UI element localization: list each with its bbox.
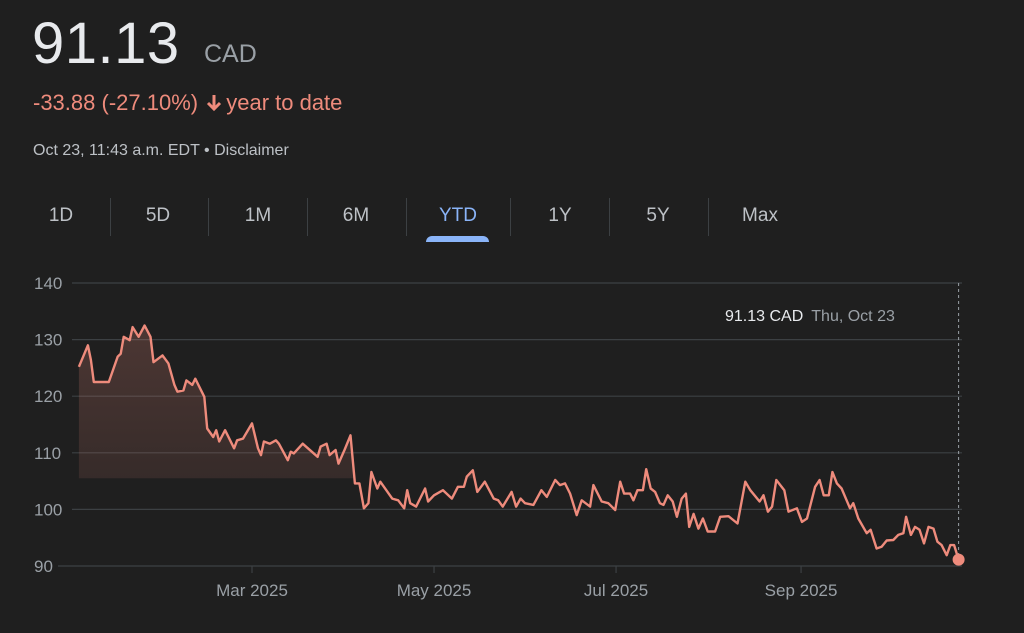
- current-price: 91.13: [32, 11, 180, 76]
- price-line: [77, 324, 960, 560]
- tab-6m[interactable]: 6M: [342, 205, 370, 226]
- y-tick-label: 140: [34, 274, 62, 293]
- timestamp: Oct 23, 11:43 a.m. EDT: [33, 142, 200, 159]
- tab-1d[interactable]: 1D: [48, 205, 74, 226]
- x-tick-label: Sep 2025: [765, 581, 838, 600]
- price-change: -33.88 (-27.10%) year to date: [33, 90, 342, 116]
- currency-label: CAD: [204, 40, 257, 68]
- tab-1m[interactable]: 1M: [244, 205, 272, 226]
- y-tick-label: 100: [34, 500, 62, 519]
- tooltip: 91.13 CAD Thu, Oct 23: [713, 297, 958, 339]
- tab-divider: [110, 198, 111, 236]
- tooltip-date: Thu, Oct 23: [811, 308, 895, 325]
- disclaimer-link[interactable]: Disclaimer: [214, 142, 289, 159]
- tab-divider: [510, 198, 511, 236]
- x-tick-label: May 2025: [397, 581, 472, 600]
- y-tick-label: 130: [34, 331, 62, 350]
- separator: •: [204, 142, 210, 159]
- x-tick-label: Jul 2025: [584, 581, 648, 600]
- timestamp-line: Oct 23, 11:43 a.m. EDT • Disclaimer: [33, 142, 289, 160]
- y-tick-label: 90: [34, 557, 53, 576]
- tooltip-value: 91.13 CAD: [725, 308, 804, 325]
- y-tick-label: 120: [34, 387, 62, 406]
- change-period: year to date: [226, 90, 343, 115]
- tab-divider: [708, 198, 709, 236]
- tab-1y[interactable]: 1Y: [548, 205, 572, 226]
- range-tabs: 1D 5D 1M 6M YTD 1Y 5Y Max: [0, 198, 820, 242]
- tab-divider: [406, 198, 407, 236]
- active-tab-indicator: [426, 236, 489, 242]
- tab-divider: [208, 198, 209, 236]
- tab-divider: [609, 198, 610, 236]
- tab-divider: [307, 198, 308, 236]
- tab-5y[interactable]: 5Y: [646, 205, 670, 226]
- y-tick-label: 110: [34, 444, 61, 463]
- x-tick-label: Mar 2025: [216, 581, 288, 600]
- last-point-marker: [952, 553, 965, 566]
- change-value: -33.88 (-27.10%): [33, 90, 199, 115]
- tab-max[interactable]: Max: [742, 205, 778, 226]
- tab-ytd[interactable]: YTD: [439, 205, 477, 226]
- tab-5d[interactable]: 5D: [145, 205, 171, 226]
- arrow-down-icon: [206, 92, 222, 112]
- area-fill: [78, 325, 835, 479]
